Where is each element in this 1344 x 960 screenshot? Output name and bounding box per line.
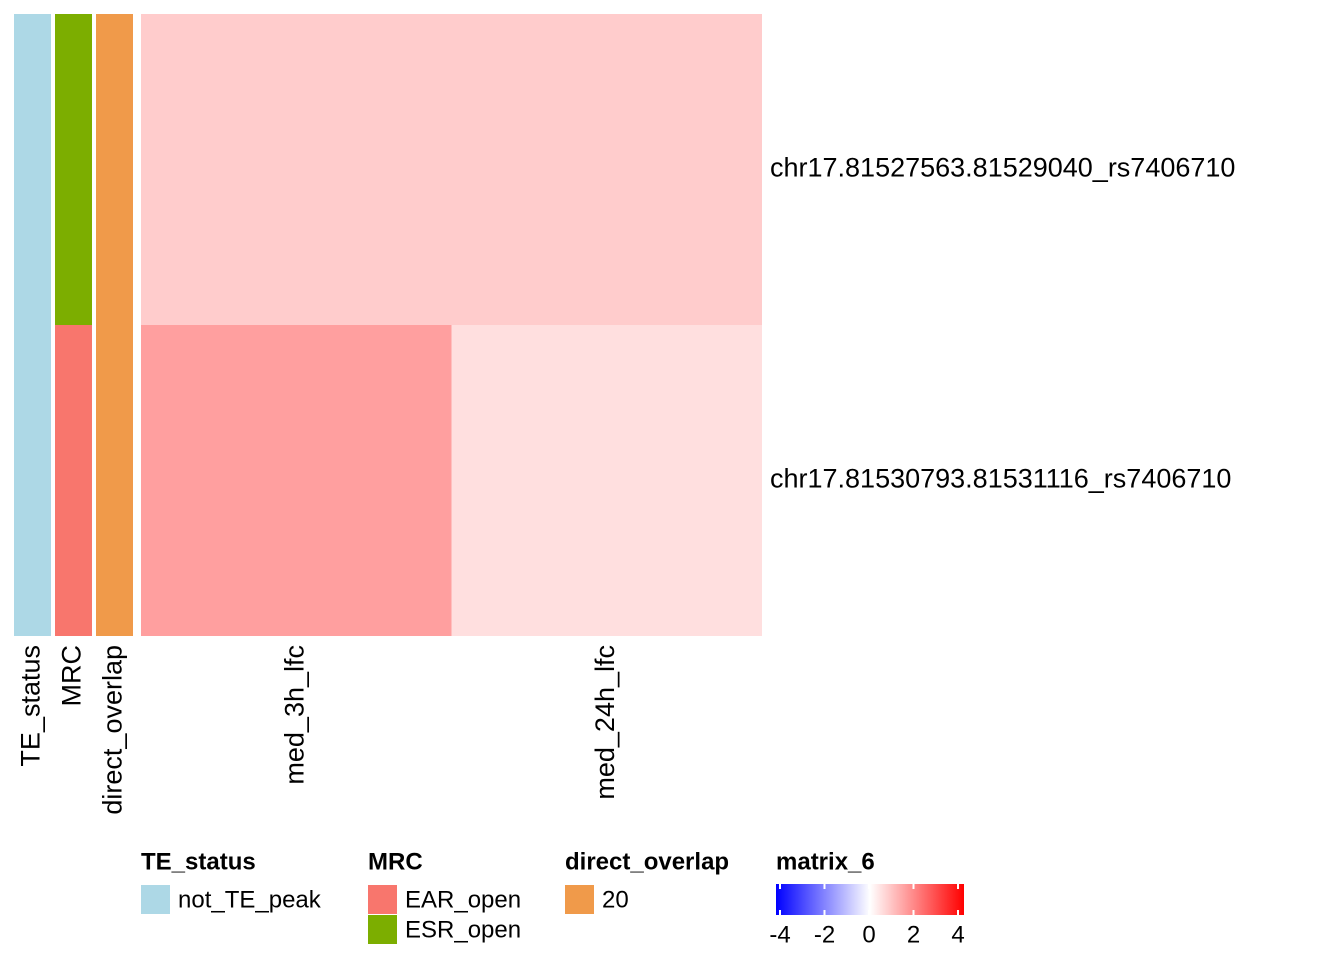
column-label: med_24h_lfc — [590, 645, 620, 800]
legend-label: 20 — [602, 886, 629, 913]
legend-title: MRC — [368, 848, 423, 875]
annotation-cell — [55, 14, 92, 325]
annotation-label: direct_overlap — [98, 645, 128, 815]
heatmap-cell — [141, 325, 452, 636]
legend-swatch — [368, 915, 397, 944]
colorbar-tick-label: 2 — [907, 921, 920, 948]
legend-swatch — [141, 885, 170, 914]
annotation-cell — [96, 325, 133, 636]
colorbar — [776, 884, 964, 915]
colorbar-tick-label: 0 — [862, 921, 875, 948]
annotation-cell — [55, 325, 92, 636]
colorbar-tick-label: -2 — [814, 921, 835, 948]
heatmap-cell — [141, 14, 452, 325]
annotation-label: MRC — [57, 645, 87, 707]
legend-label: not_TE_peak — [178, 886, 322, 913]
column-label: med_3h_lfc — [279, 645, 309, 785]
annotation-cell — [96, 14, 133, 325]
colorbar-tick-label: -4 — [769, 921, 790, 948]
annotation-cell — [14, 325, 51, 636]
annotation-label: TE_status — [16, 645, 46, 767]
legend-swatch — [368, 885, 397, 914]
heatmap-cell — [451, 325, 762, 636]
annotation-cell — [14, 14, 51, 325]
legend-title: matrix_6 — [776, 848, 875, 875]
row-label: chr17.81527563.81529040_rs7406710 — [770, 153, 1235, 183]
legend-title: direct_overlap — [565, 848, 729, 875]
colorbar-tick-label: 4 — [951, 921, 964, 948]
legend-swatch — [565, 885, 594, 914]
legend-label: ESR_open — [405, 916, 521, 943]
heatmap-cell — [451, 14, 762, 325]
row-label: chr17.81530793.81531116_rs7406710 — [770, 464, 1231, 494]
legend-title: TE_status — [141, 848, 256, 875]
legend-label: EAR_open — [405, 886, 521, 913]
